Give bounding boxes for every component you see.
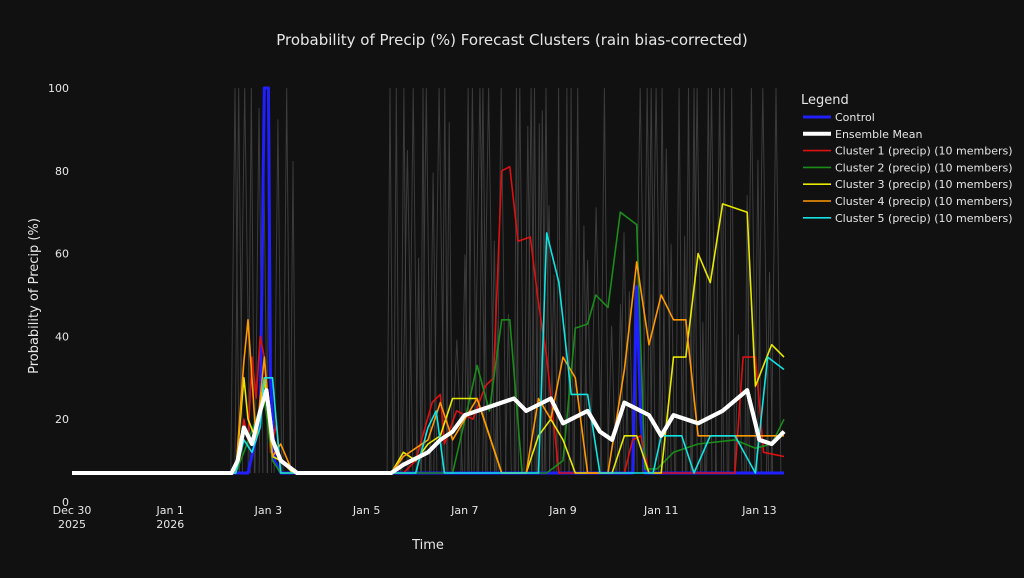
x-tick-label: Jan 5 xyxy=(352,504,380,517)
ensemble-member-trace xyxy=(445,122,453,474)
legend-label[interactable]: Control xyxy=(835,111,875,124)
ensemble-member-trace xyxy=(505,314,512,474)
x-axis-title: Time xyxy=(411,538,444,553)
legend-label[interactable]: Cluster 4 (precip) (10 members) xyxy=(835,195,1013,208)
y-tick-label: 40 xyxy=(55,330,69,343)
ensemble-member-trace xyxy=(515,87,525,474)
ensemble-member-trace xyxy=(526,87,536,474)
x-tick-label: Jan 9 xyxy=(548,504,576,517)
ensemble-member-trace xyxy=(756,87,769,474)
ensemble-member-trace xyxy=(400,87,408,474)
y-tick-label: 20 xyxy=(55,413,69,426)
ensemble-member-trace xyxy=(538,110,547,474)
ensemble-member-trace xyxy=(720,87,728,474)
ensemble-member-trace xyxy=(624,291,634,474)
x-tick-label: Dec 30 xyxy=(53,504,92,517)
ensemble-member-trace xyxy=(658,87,667,474)
ensemble-mean-line[interactable] xyxy=(72,388,786,475)
y-tick-label: 0 xyxy=(62,496,69,509)
legend-label[interactable]: Ensemble Mean xyxy=(835,128,922,141)
ensemble-member-trace xyxy=(531,87,538,474)
ensemble-member-trace xyxy=(589,207,603,474)
chart-title: Probability of Precip (%) Forecast Clust… xyxy=(276,31,748,49)
ensemble-member-trace xyxy=(746,87,757,474)
legend-label[interactable]: Cluster 1 (precip) (10 members) xyxy=(835,145,1013,158)
ensemble-member-trace xyxy=(555,87,562,474)
legend-label[interactable]: Cluster 3 (precip) (10 members) xyxy=(835,178,1013,191)
series-layer xyxy=(72,86,786,475)
ensemble-member-trace xyxy=(536,123,543,474)
ensemble-member-trace xyxy=(734,334,743,474)
ensemble-member-trace xyxy=(543,205,555,474)
legend[interactable]: Legend Control Ensemble Mean Cluster 1 (pr… xyxy=(801,93,1013,225)
x-tick-label: Jan 11 xyxy=(643,504,678,517)
ensemble-member-trace xyxy=(464,87,473,474)
ensemble-member-trace xyxy=(728,87,736,474)
ensemble-member-trace xyxy=(273,119,283,474)
y-tick-label: 80 xyxy=(55,165,69,178)
ensemble-member-trace xyxy=(568,87,574,474)
x-tick-label-year: 2026 xyxy=(156,518,184,531)
y-tick-label: 100 xyxy=(48,82,69,95)
ensemble-member-trace xyxy=(386,87,394,474)
ensemble-member-trace xyxy=(579,225,589,474)
ensemble-member-trace xyxy=(704,87,713,474)
ensemble-member-trace xyxy=(606,325,617,474)
ensemble-member-trace xyxy=(421,87,432,474)
ensemble-member-trace xyxy=(690,87,698,474)
ensemble-member-trace xyxy=(401,149,414,474)
ensemble-member-trace xyxy=(513,87,519,474)
x-tick-label: Jan 3 xyxy=(254,504,282,517)
ensemble-member-trace xyxy=(460,254,470,474)
ensemble-member-trace xyxy=(691,87,703,474)
x-tick-label: Jan 1 xyxy=(155,504,183,517)
y-tick-label: 60 xyxy=(55,248,69,261)
series-line-3[interactable] xyxy=(72,165,785,474)
x-tick-label: Jan 7 xyxy=(450,504,478,517)
ensemble-member-trace xyxy=(393,87,400,474)
ensemble-member-trace xyxy=(744,195,750,474)
ensemble-member-trace xyxy=(408,87,419,474)
ensemble-member-trace xyxy=(573,87,582,474)
ensemble-member-trace xyxy=(642,87,653,474)
ensemble-member-trace xyxy=(420,87,426,474)
ensemble-member-trace xyxy=(230,87,240,474)
ensemble-member-trace xyxy=(415,257,422,474)
ensemble-member-trace xyxy=(523,125,533,474)
ensemble-member-trace xyxy=(238,87,251,474)
ensemble-member-trace xyxy=(289,160,297,474)
legend-label[interactable]: Cluster 2 (precip) (10 members) xyxy=(835,161,1013,174)
legend-title: Legend xyxy=(801,93,849,108)
ensemble-member-trace xyxy=(675,87,683,474)
ensemble-member-trace xyxy=(706,87,717,474)
x-tick-label: Jan 13 xyxy=(741,504,776,517)
ensemble-member-trace xyxy=(583,260,593,474)
ensemble-member-trace xyxy=(282,87,291,474)
ensemble-member-trace xyxy=(478,87,488,474)
legend-label[interactable]: Cluster 5 (precip) (10 members) xyxy=(835,212,1013,225)
x-tick-label-year: 2025 xyxy=(58,518,86,531)
y-axis-title: Probability of Precip (%) xyxy=(27,218,42,374)
ensemble-member-trace xyxy=(599,87,609,474)
ensemble-member-trace xyxy=(473,87,487,474)
